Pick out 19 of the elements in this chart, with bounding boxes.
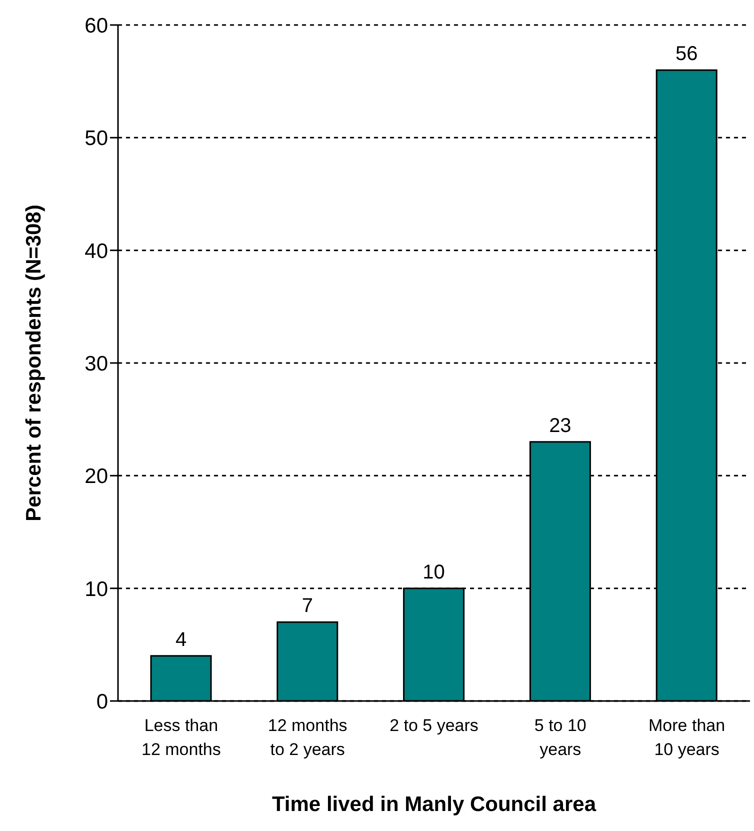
data-label: 10 (422, 561, 445, 584)
data-label: 4 (175, 628, 187, 651)
y-tick-label: 20 (84, 465, 108, 488)
x-tick-label: 5 to 10 years (534, 716, 586, 759)
data-label: 56 (675, 43, 698, 66)
x-axis-title: Time lived in Manly Council area (272, 793, 596, 816)
y-tick-label: 40 (84, 240, 108, 263)
y-axis-title: Percent of respondents (N=308) (22, 204, 46, 522)
data-label: 7 (302, 595, 313, 618)
y-tick-label: 30 (84, 352, 108, 376)
y-tick-label: 10 (84, 578, 108, 601)
x-tick-label: More than 10 years (648, 716, 726, 759)
y-tick-label: 0 (96, 690, 108, 714)
y-tick-label: 60 (84, 14, 108, 38)
x-tick-label: Less than 12 months (142, 716, 221, 759)
data-label: 23 (549, 414, 572, 437)
x-tick-label: 12 months to 2 years (268, 716, 348, 759)
y-tick-label: 50 (84, 127, 108, 150)
x-tick-label: 2 to 5 years (390, 716, 478, 735)
